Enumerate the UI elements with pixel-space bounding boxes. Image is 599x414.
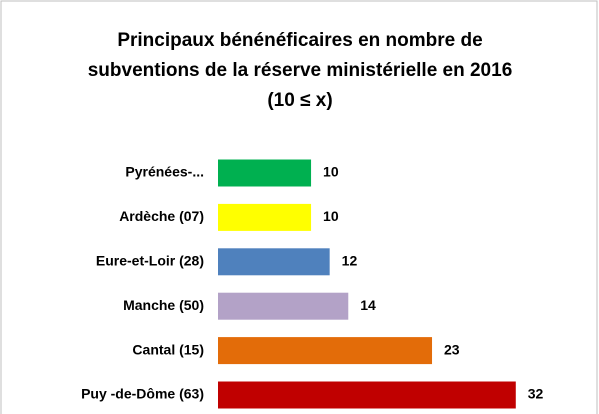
category-label: Puy -de-Dôme (63) xyxy=(81,386,204,402)
bar xyxy=(218,337,433,365)
bar xyxy=(218,381,516,409)
bar xyxy=(218,203,312,231)
value-label: 12 xyxy=(342,253,358,269)
category-label: Cantal (15) xyxy=(132,341,204,357)
chart-title: Principaux bénénéficaires en nombre de s… xyxy=(87,30,513,111)
bar xyxy=(218,248,330,276)
value-label: 10 xyxy=(323,208,339,224)
category-label: Pyrénées-... xyxy=(125,164,204,180)
category-label: Manche (50) xyxy=(123,297,204,313)
value-label: 32 xyxy=(528,386,544,402)
category-label: Ardèche (07) xyxy=(119,208,204,224)
bar xyxy=(218,159,312,187)
bar xyxy=(218,292,349,320)
value-label: 10 xyxy=(323,164,339,180)
category-label: Eure-et-Loir (28) xyxy=(96,253,204,269)
value-label: 23 xyxy=(444,341,460,357)
value-label: 14 xyxy=(360,297,376,313)
